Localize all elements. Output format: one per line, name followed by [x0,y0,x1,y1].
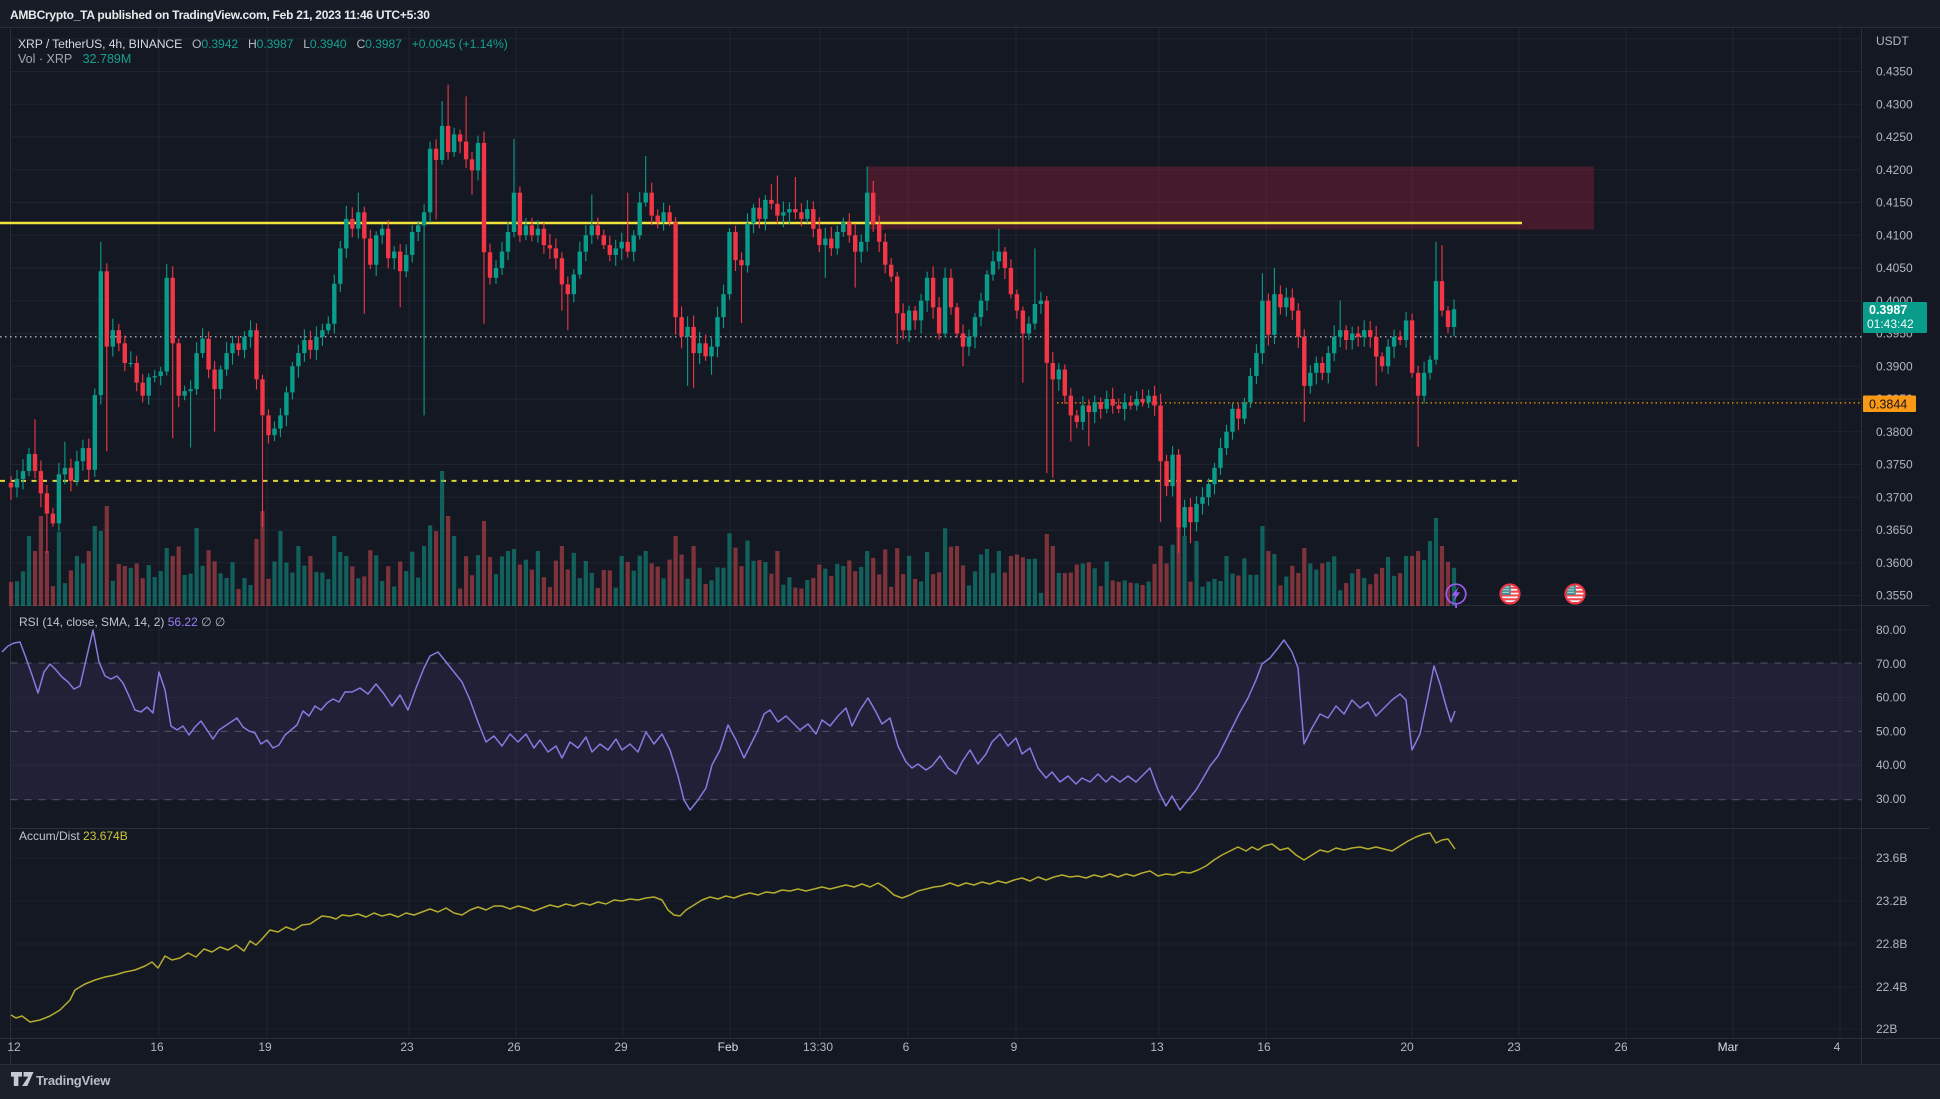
svg-text:19: 19 [258,1040,272,1054]
svg-text:Vol · XRP 32.789M: Vol · XRP 32.789M [18,52,131,66]
svg-text:26: 26 [507,1040,521,1054]
svg-text:0.4300: 0.4300 [1876,97,1913,111]
svg-text:RSI (14, close, SMA, 14, 2) 56: RSI (14, close, SMA, 14, 2) 56.22 ∅ ∅ [19,615,225,629]
svg-text:USDT: USDT [1876,34,1909,48]
svg-text:0.4150: 0.4150 [1876,196,1913,210]
svg-text:22B: 22B [1876,1022,1897,1036]
svg-text:0.3844: 0.3844 [1869,398,1907,412]
svg-text:20: 20 [1400,1040,1414,1054]
svg-text:23: 23 [1507,1040,1521,1054]
svg-text:30.00: 30.00 [1876,792,1906,806]
svg-text:0.3750: 0.3750 [1876,458,1913,472]
svg-text:22.4B: 22.4B [1876,980,1907,994]
svg-text:70.00: 70.00 [1876,657,1906,671]
svg-text:0.4100: 0.4100 [1876,228,1913,242]
svg-text:Mar: Mar [1718,1040,1739,1054]
svg-text:0.3987: 0.3987 [1869,303,1907,317]
svg-text:6: 6 [903,1040,910,1054]
svg-text:60.00: 60.00 [1876,691,1906,705]
svg-text:Feb: Feb [718,1040,739,1054]
svg-text:XRP / TetherUS, 4h, BINANCE: XRP / TetherUS, 4h, BINANCE O0.3942 H0.3… [18,37,508,51]
svg-text:50.00: 50.00 [1876,724,1906,738]
svg-text:0.4200: 0.4200 [1876,163,1913,177]
svg-text:40.00: 40.00 [1876,758,1906,772]
svg-text:4: 4 [1834,1040,1841,1054]
svg-text:TradingView: TradingView [36,1073,111,1088]
svg-text:Accum/Dist 23.674B: Accum/Dist 23.674B [19,829,128,843]
svg-text:9: 9 [1011,1040,1018,1054]
svg-text:26: 26 [1614,1040,1628,1054]
svg-text:23.2B: 23.2B [1876,894,1907,908]
svg-text:16: 16 [150,1040,164,1054]
svg-text:01:43:42: 01:43:42 [1867,317,1914,331]
svg-text:0.3700: 0.3700 [1876,490,1913,504]
svg-text:0.4350: 0.4350 [1876,65,1913,79]
svg-text:0.3550: 0.3550 [1876,589,1913,603]
svg-text:0.3800: 0.3800 [1876,425,1913,439]
svg-text:13: 13 [1150,1040,1164,1054]
svg-text:16: 16 [1257,1040,1271,1054]
svg-text:0.3600: 0.3600 [1876,556,1913,570]
svg-text:22.8B: 22.8B [1876,937,1907,951]
svg-text:12: 12 [7,1040,21,1054]
svg-text:13:30: 13:30 [803,1040,833,1054]
svg-text:0.4050: 0.4050 [1876,261,1913,275]
svg-text:0.3650: 0.3650 [1876,523,1913,537]
svg-text:AMBCrypto_TA published on Trad: AMBCrypto_TA published on TradingView.co… [10,8,430,22]
svg-text:0.4250: 0.4250 [1876,130,1913,144]
svg-text:23: 23 [400,1040,414,1054]
svg-text:80.00: 80.00 [1876,623,1906,637]
svg-text:29: 29 [614,1040,628,1054]
svg-text:0.3900: 0.3900 [1876,359,1913,373]
svg-text:23.6B: 23.6B [1876,851,1907,865]
